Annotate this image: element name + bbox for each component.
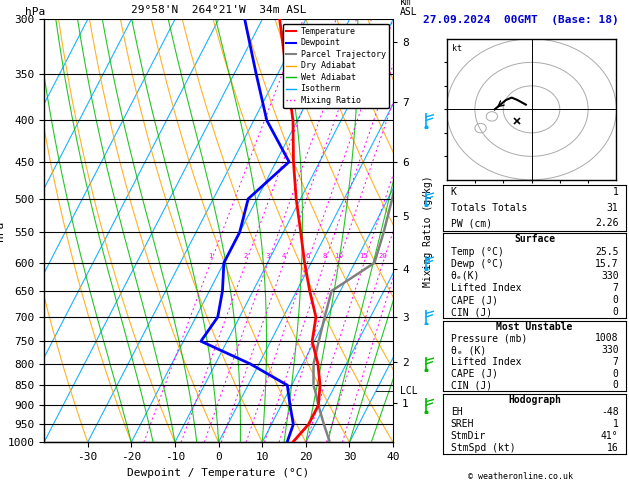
Legend: Temperature, Dewpoint, Parcel Trajectory, Dry Adiabat, Wet Adiabat, Isotherm, Mi: Temperature, Dewpoint, Parcel Trajectory… <box>283 24 389 108</box>
Text: Pressure (mb): Pressure (mb) <box>451 333 527 344</box>
Text: 10: 10 <box>334 253 343 259</box>
Text: CIN (J): CIN (J) <box>451 381 492 390</box>
Text: PW (cm): PW (cm) <box>451 218 492 228</box>
Text: LCL: LCL <box>400 386 418 396</box>
Text: 31: 31 <box>607 203 618 213</box>
Text: Lifted Index: Lifted Index <box>451 283 521 293</box>
Text: 16: 16 <box>607 443 618 453</box>
Text: CAPE (J): CAPE (J) <box>451 368 498 379</box>
Text: 27.09.2024  00GMT  (Base: 18): 27.09.2024 00GMT (Base: 18) <box>423 15 618 25</box>
Text: 8: 8 <box>322 253 327 259</box>
Y-axis label: hPa: hPa <box>0 221 4 241</box>
X-axis label: Dewpoint / Temperature (°C): Dewpoint / Temperature (°C) <box>128 468 309 478</box>
Text: θₑ (K): θₑ (K) <box>451 345 486 355</box>
Text: 15: 15 <box>360 253 369 259</box>
Text: Temp (°C): Temp (°C) <box>451 246 504 257</box>
Text: CIN (J): CIN (J) <box>451 307 492 317</box>
Text: 41°: 41° <box>601 431 618 441</box>
Text: 1: 1 <box>613 419 618 429</box>
Text: hPa: hPa <box>25 7 45 17</box>
Text: Mixing Ratio (g/kg): Mixing Ratio (g/kg) <box>423 175 433 287</box>
Text: K: K <box>451 188 457 197</box>
Text: km
ASL: km ASL <box>399 0 417 17</box>
Text: Dewp (°C): Dewp (°C) <box>451 259 504 269</box>
Text: 4: 4 <box>282 253 286 259</box>
Text: 3: 3 <box>265 253 270 259</box>
Text: 0: 0 <box>613 295 618 305</box>
Text: 6: 6 <box>305 253 309 259</box>
Text: 0: 0 <box>613 307 618 317</box>
Text: 20: 20 <box>379 253 387 259</box>
Text: 29°58'N  264°21'W  34m ASL: 29°58'N 264°21'W 34m ASL <box>131 4 306 15</box>
Text: SREH: SREH <box>451 419 474 429</box>
Text: © weatheronline.co.uk: © weatheronline.co.uk <box>468 472 573 481</box>
Text: 7: 7 <box>613 283 618 293</box>
Text: 1: 1 <box>613 188 618 197</box>
Text: 15.7: 15.7 <box>595 259 618 269</box>
Text: 7: 7 <box>613 357 618 367</box>
Text: θₑ(K): θₑ(K) <box>451 271 480 281</box>
Text: 2.26: 2.26 <box>595 218 618 228</box>
Text: 330: 330 <box>601 271 618 281</box>
Text: EH: EH <box>451 407 462 417</box>
Text: StmSpd (kt): StmSpd (kt) <box>451 443 515 453</box>
Text: Hodograph: Hodograph <box>508 395 561 405</box>
Text: StmDir: StmDir <box>451 431 486 441</box>
Text: Totals Totals: Totals Totals <box>451 203 527 213</box>
Text: Surface: Surface <box>514 234 555 244</box>
Text: 0: 0 <box>613 368 618 379</box>
Text: 0: 0 <box>613 381 618 390</box>
Text: CAPE (J): CAPE (J) <box>451 295 498 305</box>
Text: 25: 25 <box>394 253 402 259</box>
Text: 2: 2 <box>243 253 248 259</box>
Text: 25.5: 25.5 <box>595 246 618 257</box>
Text: 1008: 1008 <box>595 333 618 344</box>
Text: Lifted Index: Lifted Index <box>451 357 521 367</box>
Text: kt: kt <box>452 44 462 52</box>
Text: -48: -48 <box>601 407 618 417</box>
Text: 330: 330 <box>601 345 618 355</box>
Text: 1: 1 <box>208 253 213 259</box>
Text: Most Unstable: Most Unstable <box>496 322 573 331</box>
